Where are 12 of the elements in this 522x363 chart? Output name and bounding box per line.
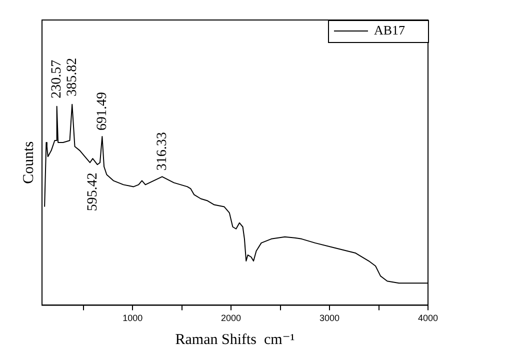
- annotation: 691.49: [94, 92, 110, 130]
- x-tick-label: 1000: [122, 313, 143, 324]
- x-axis-title: Raman Shifts cm⁻¹: [175, 332, 295, 348]
- y-axis-title: Counts: [20, 141, 37, 184]
- x-tick-label: 3000: [320, 313, 340, 324]
- annotation: 316.33: [154, 132, 170, 171]
- annotation: 230.57: [50, 60, 64, 98]
- x-tick-label: 2000: [221, 313, 242, 324]
- legend-label: AB17: [374, 22, 406, 38]
- annotation: 595.42: [85, 172, 100, 212]
- x-tick-label: 4000: [418, 313, 438, 324]
- annotation: 385.82: [64, 58, 80, 96]
